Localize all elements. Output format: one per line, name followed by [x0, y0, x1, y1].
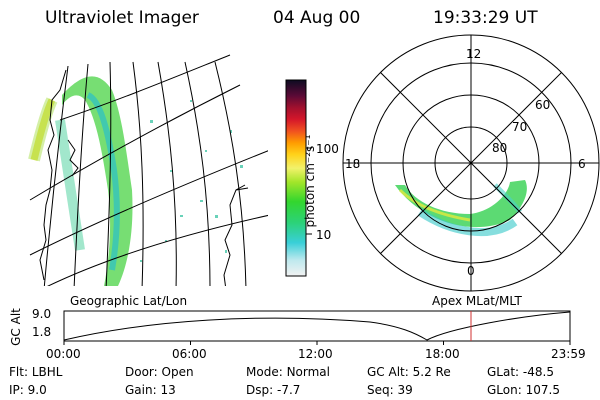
polar-plot [342, 34, 600, 292]
altitude-curve [63, 311, 571, 341]
strip-axis-label: GC Alt [9, 308, 23, 346]
info-seq: Seq: 39 [367, 383, 413, 397]
strip-x-tick-1800: 18:00 [425, 347, 460, 361]
strip-right-title: Apex MLat/MLT [432, 294, 522, 308]
colorbar-unit-label: photon cm⁻²s⁻¹ [303, 134, 317, 228]
strip-y-tick-max: 9.0 [32, 307, 52, 321]
instrument-title: Ultraviolet Imager [45, 8, 199, 28]
strip-y-tick-min: 1.8 [32, 325, 52, 339]
polar-diagonal-2 [380, 72, 562, 254]
colorbar-tick-label-10: 10 [316, 228, 332, 242]
strip-x-tick-0600: 06:00 [172, 347, 207, 361]
info-mode: Mode: Normal [246, 365, 330, 379]
mlt-label-12: 12 [466, 47, 482, 61]
date-label: 04 Aug 00 [273, 8, 361, 28]
info-gc-alt: GC Alt: 5.2 Re [367, 365, 451, 379]
info-glat: GLat: -48.5 [487, 365, 554, 379]
lat-label-70: 70 [512, 120, 528, 134]
strip-left-title: Geographic Lat/Lon [70, 294, 188, 308]
info-flt: Flt: LBHL [9, 365, 63, 379]
coastlines [39, 69, 249, 286]
strip-x-tick-0000: 00:00 [46, 347, 81, 361]
colorbar-tick-label-100: 100 [316, 142, 339, 156]
time-label: 19:33:29 UT [433, 8, 538, 28]
info-gain: Gain: 13 [125, 383, 176, 397]
colorbar [285, 79, 307, 277]
mlt-label-18: 18 [345, 157, 361, 171]
aurora-bright-edge [30, 98, 56, 161]
info-dsp: Dsp: -7.7 [246, 383, 301, 397]
info-door: Door: Open [125, 365, 194, 379]
geographic-map [28, 54, 268, 286]
mlt-label-0: 0 [467, 264, 475, 278]
strip-x-tick-2359: 23:59 [551, 347, 586, 361]
info-glon: GLon: 107.5 [487, 383, 560, 397]
lat-label-60: 60 [535, 98, 551, 112]
strip-x-tick-1200: 12:00 [298, 347, 333, 361]
info-ip: IP: 9.0 [9, 383, 47, 397]
map-grid [29, 54, 268, 286]
lat-label-80: 80 [492, 141, 508, 155]
mlt-label-6: 6 [578, 157, 586, 171]
aurora-oval [395, 180, 527, 228]
